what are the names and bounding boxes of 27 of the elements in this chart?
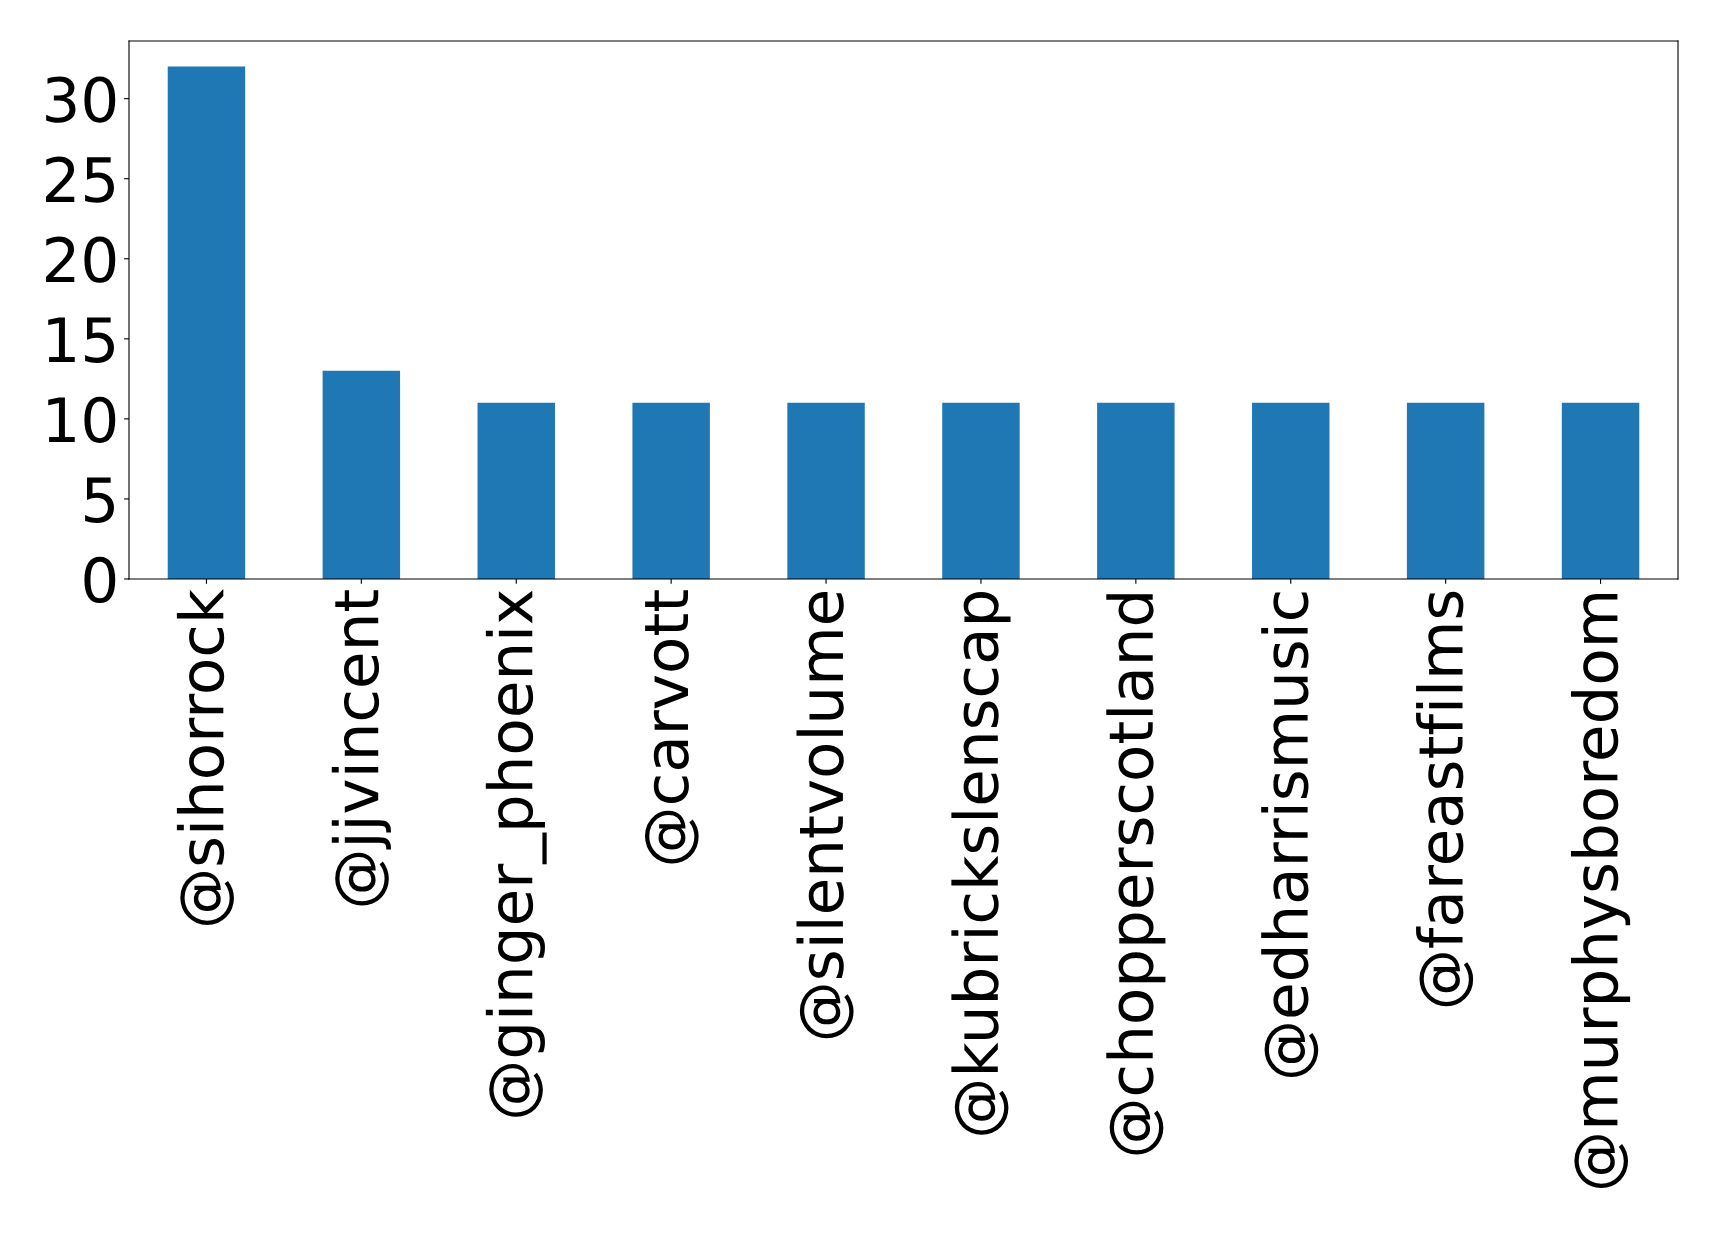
bar <box>1252 402 1330 579</box>
x-tick-label: @ginger_phoenix <box>485 590 547 1117</box>
bar <box>632 402 710 579</box>
bar <box>942 402 1020 579</box>
bar <box>477 402 555 579</box>
x-tick-label: @murphysboredom <box>1570 593 1631 1188</box>
bar <box>322 370 401 579</box>
y-tick-label: 5 <box>85 477 114 524</box>
y-tick-label: 0 <box>84 556 116 604</box>
x-tick-label: @jjvincent <box>331 590 391 906</box>
y-tick-label: 20 <box>45 236 116 283</box>
x-tick-label: @silentvolume <box>796 591 854 1039</box>
bar <box>1406 402 1485 579</box>
y-tick-label: 25 <box>45 156 114 203</box>
x-tick-label: @carvott <box>644 590 699 864</box>
x-tick-label: @kubrickslenscap <box>951 592 1011 1135</box>
x-tick-label: @chopperscotland <box>1106 594 1166 1155</box>
bar <box>787 402 865 579</box>
bar <box>167 66 246 579</box>
y-tick-label: 15 <box>48 317 114 363</box>
x-tick-label: @edharrismusic <box>1261 592 1319 1078</box>
y-tick-label: 30 <box>46 76 116 123</box>
x-tick-label: @fareastfilms <box>1416 591 1474 1007</box>
y-tick-label: 10 <box>48 396 116 443</box>
x-tick-label: @sihorrock <box>176 588 234 925</box>
bar <box>1561 402 1640 579</box>
bar <box>1097 402 1175 579</box>
